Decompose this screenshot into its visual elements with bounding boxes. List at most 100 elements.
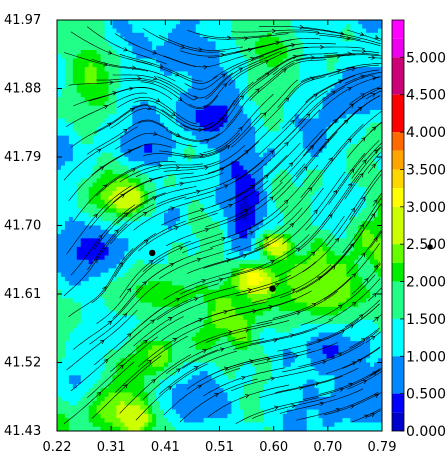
heatmap-cell xyxy=(223,276,229,282)
heatmap-cell xyxy=(104,165,110,171)
heatmap-cell xyxy=(318,204,324,209)
heatmap-cell xyxy=(215,246,221,252)
heatmap-cell xyxy=(342,264,347,269)
heatmap-cell xyxy=(64,165,70,171)
heatmap-cell xyxy=(255,24,260,30)
heatmap-cell xyxy=(144,165,149,171)
heatmap-cell xyxy=(267,238,272,244)
heatmap-cell xyxy=(358,148,363,154)
heatmap-cell xyxy=(128,242,133,248)
heatmap-cell xyxy=(247,174,252,180)
heatmap-cell xyxy=(223,49,229,55)
heatmap-cell xyxy=(203,135,209,141)
heatmap-cell xyxy=(378,49,382,55)
heatmap-cell xyxy=(80,20,86,25)
heatmap-cell xyxy=(294,251,300,257)
heatmap-cell xyxy=(84,139,90,145)
heatmap-cell xyxy=(183,251,189,257)
heatmap-cell xyxy=(164,161,169,167)
heatmap-cell xyxy=(227,259,232,265)
heatmap-cell xyxy=(223,268,229,274)
heatmap-cell xyxy=(302,157,308,162)
heatmap-cell xyxy=(294,238,300,244)
heatmap-cell xyxy=(57,161,62,167)
heatmap-cell xyxy=(84,92,90,98)
heatmap-cell xyxy=(251,199,256,205)
heatmap-cell xyxy=(267,79,272,85)
heatmap-cell xyxy=(294,109,300,115)
heatmap-cell xyxy=(267,229,272,235)
heatmap-cell xyxy=(215,105,221,111)
heatmap-cell xyxy=(278,208,284,214)
heatmap-cell xyxy=(330,195,336,201)
heatmap-cell xyxy=(104,54,110,60)
heatmap-cell xyxy=(306,174,312,180)
heatmap-cell xyxy=(108,208,114,214)
heatmap-cell xyxy=(247,97,252,102)
heatmap-cell xyxy=(156,122,161,128)
heatmap-cell xyxy=(167,97,173,102)
heatmap-cell xyxy=(179,118,185,124)
heatmap-cell xyxy=(108,195,114,201)
heatmap-cell xyxy=(187,216,193,222)
heatmap-cell xyxy=(207,238,213,244)
heatmap-cell xyxy=(318,208,324,214)
heatmap-cell xyxy=(338,268,343,274)
heatmap-cell xyxy=(271,144,276,150)
heatmap-cell xyxy=(191,259,197,265)
heatmap-cell xyxy=(179,161,185,167)
heatmap-cell xyxy=(251,109,256,115)
heatmap-cell xyxy=(350,161,355,167)
heatmap-cell xyxy=(148,122,153,128)
heatmap-cell xyxy=(374,109,379,115)
heatmap-cell xyxy=(164,152,169,158)
heatmap-cell xyxy=(255,41,260,47)
heatmap-cell xyxy=(203,75,209,81)
heatmap-cell xyxy=(330,20,336,25)
heatmap-cell xyxy=(199,49,205,55)
heatmap-cell xyxy=(88,32,94,38)
heatmap-cell xyxy=(120,92,125,98)
heatmap-cell xyxy=(227,131,232,137)
heatmap-cell xyxy=(211,229,217,235)
heatmap-cell xyxy=(140,182,145,188)
heatmap-cell xyxy=(100,182,106,188)
heatmap-cell xyxy=(167,186,173,192)
heatmap-cell xyxy=(144,58,149,64)
heatmap-cell xyxy=(140,229,145,235)
heatmap-cell xyxy=(255,79,260,85)
heatmap-cell xyxy=(290,135,296,141)
heatmap-cell xyxy=(60,58,66,64)
heatmap-cell xyxy=(171,92,177,98)
heatmap-cell xyxy=(223,92,229,98)
heatmap-cell xyxy=(64,54,70,60)
heatmap-cell xyxy=(282,272,288,278)
heatmap-cell xyxy=(84,195,90,201)
heatmap-cell xyxy=(290,255,296,261)
heatmap-cell xyxy=(255,88,260,94)
heatmap-cell xyxy=(140,92,145,98)
heatmap-cell xyxy=(128,58,133,64)
heatmap-cell xyxy=(128,199,133,205)
heatmap-cell xyxy=(314,139,320,145)
heatmap-cell xyxy=(108,152,114,158)
heatmap-cell xyxy=(187,165,193,171)
heatmap-cell xyxy=(152,182,157,188)
heatmap-cell xyxy=(195,148,201,154)
heatmap-cell xyxy=(354,186,359,192)
heatmap-cell xyxy=(207,259,213,265)
heatmap-cell xyxy=(140,41,145,47)
heatmap-cell xyxy=(164,139,169,145)
heatmap-cell xyxy=(219,122,225,128)
heatmap-cell xyxy=(278,127,284,132)
heatmap-cell xyxy=(271,79,276,85)
heatmap-cell xyxy=(199,268,205,274)
heatmap-cell xyxy=(64,204,70,209)
heatmap-cell xyxy=(187,67,193,72)
heatmap-cell xyxy=(72,122,78,128)
heatmap-cell xyxy=(144,24,149,30)
heatmap-cell xyxy=(179,238,185,244)
heatmap-cell xyxy=(84,67,90,72)
heatmap-cell xyxy=(80,127,86,132)
heatmap-cell xyxy=(116,114,122,120)
